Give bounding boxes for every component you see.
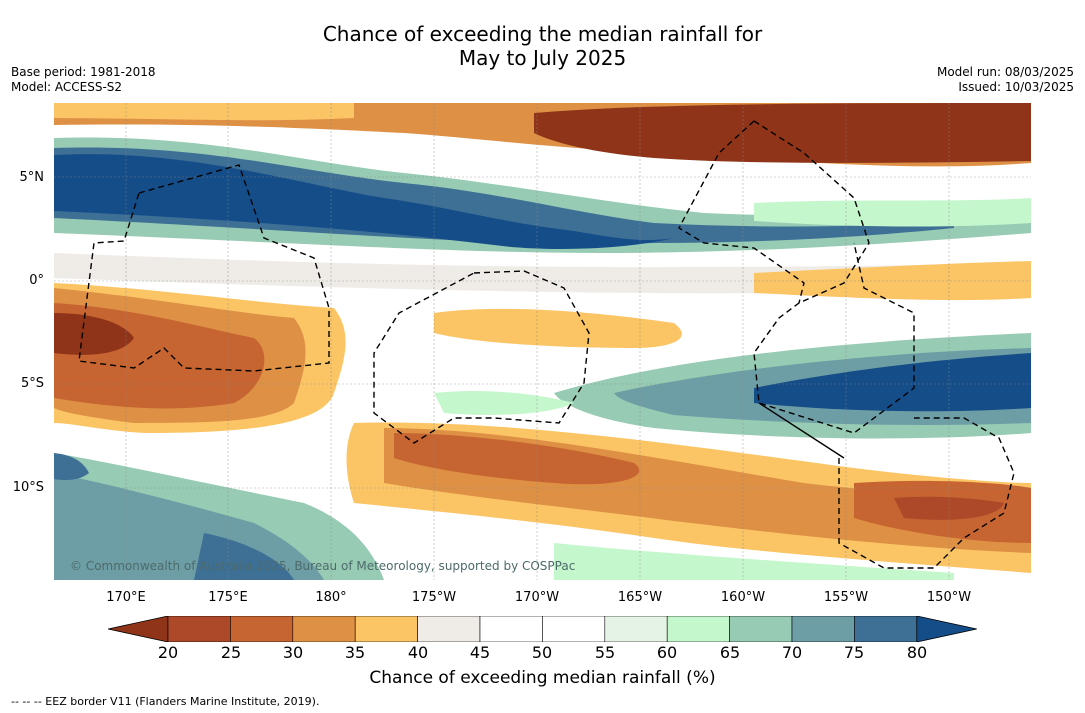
colorbar-segment — [604, 616, 668, 642]
colorbar-segment — [666, 616, 730, 642]
colorbar-segment — [854, 616, 918, 642]
colorbar-tick: 35 — [344, 643, 366, 662]
model-name: Model: ACCESS-S2 — [11, 80, 123, 94]
title-line-1: Chance of exceeding the median rainfall … — [322, 22, 763, 46]
chart-title: Chance of exceeding the median rainfall … — [0, 22, 1085, 70]
colorbar — [108, 616, 977, 642]
colorbar-low-arrow — [108, 616, 169, 642]
lon-label-180: 180° — [315, 590, 347, 605]
meta-left: Base period: 1981-2018 Model: ACCESS-S2 — [11, 65, 156, 95]
colorbar-label: Chance of exceeding median rainfall (%) — [369, 668, 716, 688]
lon-label-175w: 175°W — [411, 590, 457, 605]
colorbar-tick: 30 — [282, 643, 304, 662]
colorbar-tick: 70 — [781, 643, 803, 662]
lat-label-0: 0° — [29, 273, 44, 288]
colorbar-segment — [791, 616, 855, 642]
colorbar-tick: 50 — [531, 643, 553, 662]
lon-label-155w: 155°W — [823, 590, 869, 605]
colorbar-high-arrow — [916, 616, 977, 642]
lat-label-5n: 5°N — [19, 170, 45, 185]
rainfall-map: © Commonwealth of Australia 2025, Bureau… — [54, 103, 1031, 580]
lat-label-10s: 10°S — [12, 480, 44, 495]
colorbar-segment — [230, 616, 294, 642]
lon-label-150w: 150°W — [926, 590, 972, 605]
colorbar-tick: 25 — [220, 643, 242, 662]
colorbar-tick: 45 — [469, 643, 491, 662]
eez-legend: -- -- -- EEZ border V11 (Flanders Marine… — [11, 695, 320, 708]
lat-label-5s: 5°S — [20, 376, 44, 391]
colorbar-tick: 80 — [906, 643, 928, 662]
base-period: Base period: 1981-2018 — [11, 65, 156, 79]
colorbar-segment — [479, 616, 543, 642]
colorbar-tick: 75 — [843, 643, 865, 662]
colorbar-segment — [354, 616, 418, 642]
lon-label-160w: 160°W — [720, 590, 766, 605]
colorbar-segment — [417, 616, 481, 642]
copyright-text: © Commonwealth of Australia 2025, Bureau… — [70, 559, 575, 573]
colorbar-tick: 40 — [407, 643, 429, 662]
colorbar-tick: 55 — [594, 643, 616, 662]
lon-label-175e: 175°E — [208, 590, 248, 605]
colorbar-segment — [167, 616, 231, 642]
colorbar-segment — [729, 616, 793, 642]
lon-label-170w: 170°W — [514, 590, 560, 605]
colorbar-tick: 20 — [157, 643, 179, 662]
issued-date: Issued: 10/03/2025 — [958, 80, 1074, 94]
lon-label-165w: 165°W — [617, 590, 663, 605]
colorbar-segment — [542, 616, 606, 642]
colorbar-tick: 60 — [656, 643, 678, 662]
meta-right: Model run: 08/03/2025 Issued: 10/03/2025 — [937, 65, 1074, 95]
colorbar-tick: 65 — [719, 643, 741, 662]
colorbar-segment — [292, 616, 356, 642]
model-run: Model run: 08/03/2025 — [936, 65, 1074, 79]
title-line-2: May to July 2025 — [458, 46, 627, 70]
lon-label-170e: 170°E — [106, 590, 146, 605]
